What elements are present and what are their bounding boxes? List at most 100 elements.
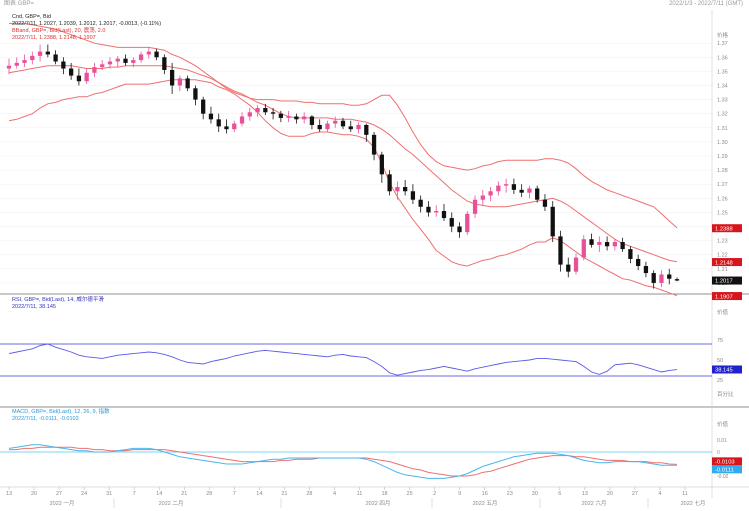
price-legend-title: Cnd, GBP=, Bid xyxy=(12,14,51,20)
candle-body-up xyxy=(612,242,617,247)
macd-legend-title: MACD, GBP=, Bid(Last), 12, 26, 9, 指数 xyxy=(12,409,110,415)
last-price-tag-bg xyxy=(712,276,742,285)
price-tick-label: 1.33 xyxy=(717,98,728,104)
grid-layer xyxy=(0,42,712,508)
candle-body-down xyxy=(309,116,315,125)
time-day-label: 4 xyxy=(333,491,336,497)
last-price-tag: 1.2017 xyxy=(715,279,733,285)
candle-body-down xyxy=(61,61,66,69)
candle-body-up xyxy=(84,72,89,82)
price-legend: Cnd, GBP=, Bid 2022/7/11, 1.2027, 1.2039… xyxy=(12,14,161,42)
candle-body-down xyxy=(410,191,416,200)
candle-body-down xyxy=(542,199,548,207)
price-tick-label: 1.28 xyxy=(717,168,728,174)
candle-body-down xyxy=(636,258,641,267)
bband-upper-tag-bg xyxy=(712,224,742,233)
candle-body-down xyxy=(403,187,408,192)
price-tick-label: 1.27 xyxy=(717,182,728,188)
tag-layer: 1.2388 1.2148 1.2017 1.1907 38.145 -0.0103 -0.… xyxy=(712,224,742,474)
candle-body-down xyxy=(441,211,447,219)
candle-body-up xyxy=(286,116,291,118)
time-month-label: 2022 一月 xyxy=(50,500,75,507)
candle-body-up xyxy=(239,116,245,124)
candle-body-down xyxy=(169,69,175,86)
date-range: 2022/1/3 - 2022/7/11 (GMT) xyxy=(669,1,743,7)
time-day-label: 7 xyxy=(133,491,136,497)
candle-body-up xyxy=(302,116,307,120)
candle-body-down xyxy=(185,78,190,89)
candle-body-down xyxy=(604,242,610,247)
candle-body-up xyxy=(92,67,97,73)
time-day-label: 20 xyxy=(607,491,613,497)
candle-body-up xyxy=(659,274,664,283)
window-title-bar: 图表 GBP= 2022/1/3 - 2022/7/11 (GMT) xyxy=(0,0,749,10)
time-month-label: 2022 四月 xyxy=(366,500,391,507)
candle-body-down xyxy=(69,68,74,76)
candle-body-up xyxy=(581,239,586,258)
price-tick-label: 1.31 xyxy=(717,126,728,132)
candle-body-down xyxy=(449,218,454,227)
candle-body-up xyxy=(22,60,27,63)
macd-axis-unit: 价值 xyxy=(717,420,729,428)
bollinger-lower-line xyxy=(8,79,678,297)
candle-body-up xyxy=(472,199,478,214)
panel-frames xyxy=(0,10,749,498)
candle-body-down xyxy=(263,108,268,113)
price-tick-label: 1.21 xyxy=(717,267,728,273)
candle-body-down xyxy=(340,120,346,127)
candle-body-up xyxy=(465,213,470,233)
candle-body-down xyxy=(589,239,594,245)
candle-body-down xyxy=(566,264,571,272)
rsi-layer xyxy=(0,343,712,377)
macd-signal-tag-bg xyxy=(712,457,742,466)
time-day-label: 14 xyxy=(256,491,262,497)
rsi-line xyxy=(8,343,678,376)
candle-body-up xyxy=(496,185,501,192)
rsi-value-tag-bg xyxy=(712,365,742,374)
time-day-label: 18 xyxy=(381,491,387,497)
time-day-label: 9 xyxy=(458,491,461,497)
time-day-label: 14 xyxy=(156,491,162,497)
candle-body-down xyxy=(270,112,276,114)
candle-body-up xyxy=(131,60,136,63)
time-day-label: 21 xyxy=(181,491,187,497)
rsi-value-tag: 38.145 xyxy=(715,368,733,374)
time-day-label: 30 xyxy=(532,491,538,497)
candle-body-up xyxy=(503,184,509,186)
time-day-label: 2 xyxy=(433,491,436,497)
candle-layer xyxy=(6,44,680,289)
candle-body-up xyxy=(395,187,400,192)
rsi-axis-unit: 价值 xyxy=(717,308,729,316)
macd-tick-label: 0 xyxy=(717,450,720,456)
candle-body-up xyxy=(100,64,105,68)
price-tick-label: 1.22 xyxy=(717,253,728,259)
time-month-label: 2022 六月 xyxy=(582,499,607,507)
time-day-label: 28 xyxy=(206,491,212,497)
price-tick-label: 1.30 xyxy=(717,140,728,146)
candle-body-down xyxy=(193,88,198,100)
bollinger-upper-line xyxy=(9,22,678,229)
candle-body-down xyxy=(426,206,431,213)
time-day-label: 20 xyxy=(31,491,37,497)
candle-body-up xyxy=(356,124,361,130)
bband-lower-tag-bg xyxy=(712,292,742,301)
candle-body-down xyxy=(201,99,206,114)
macd-layer xyxy=(0,444,712,479)
price-tick-label: 1.37 xyxy=(717,41,728,47)
candle-body-up xyxy=(247,112,252,117)
candle-body-down xyxy=(364,124,369,135)
time-day-label: 31 xyxy=(106,491,112,497)
macd-legend-values: 2022/7/11, -0.0111, -0.0103 xyxy=(12,416,79,422)
time-day-label: 27 xyxy=(632,491,638,497)
price-tick-label: 1.32 xyxy=(717,112,728,118)
time-day-label: 28 xyxy=(306,491,312,497)
price-tick-label: 1.26 xyxy=(717,196,728,202)
candle-body-up xyxy=(30,55,35,61)
time-day-label: 23 xyxy=(507,491,513,497)
candle-body-up xyxy=(333,120,338,124)
candle-body-down xyxy=(317,124,322,130)
macd-line xyxy=(8,444,678,479)
candle-body-up xyxy=(434,211,439,213)
time-day-label: 11 xyxy=(357,491,363,497)
